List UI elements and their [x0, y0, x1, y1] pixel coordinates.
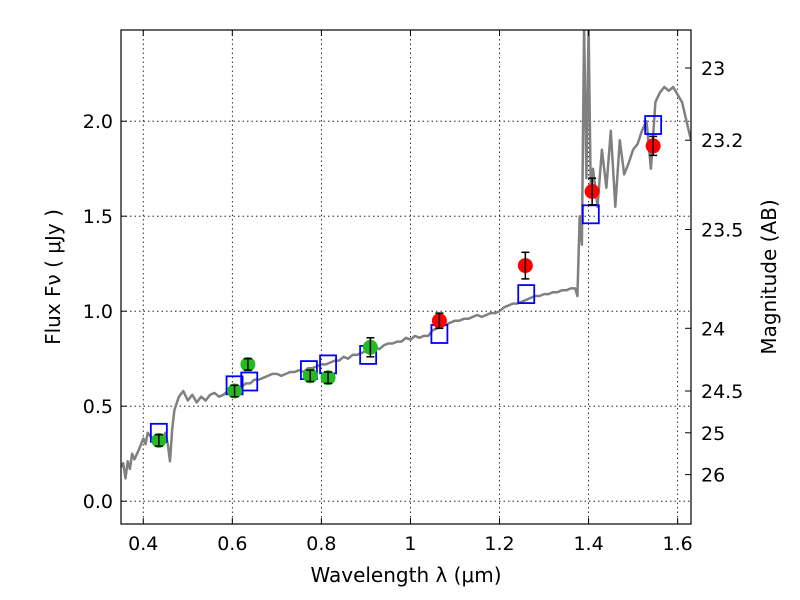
plot-background — [121, 30, 691, 524]
y2-tick-label: 23.2 — [701, 130, 743, 152]
y2-tick-label: 25 — [701, 423, 725, 445]
y-tick-label: 0.0 — [83, 491, 113, 513]
y-tick-label: 1.0 — [83, 301, 113, 323]
y2-tick-label: 24.5 — [701, 381, 743, 403]
y-tick-label: 2.0 — [83, 111, 113, 133]
x-tick-label: 1 — [404, 533, 416, 555]
x-tick-label: 0.4 — [128, 533, 158, 555]
x-axis-label: Wavelength λ (μm) — [310, 563, 501, 587]
y2-tick-label: 26 — [701, 465, 725, 487]
model-photometry-square — [517, 284, 536, 305]
y2-tick-label: 23.5 — [701, 220, 743, 242]
data-layer — [121, 30, 691, 480]
y-tick-label: 1.5 — [83, 206, 113, 228]
plot-frame — [120, 29, 692, 525]
y2-tick-label: 24 — [701, 318, 725, 340]
ticks: 0.4 0.6 0.8 1 1.2 1.4 1.6 0.0 0.5 1.0 1.5 2.0 23 23.2… — [83, 30, 743, 555]
model-photometry-square — [644, 115, 663, 135]
model-photometry-square — [240, 371, 259, 392]
x-tick-label: 0.6 — [217, 533, 247, 555]
x-tick-label: 1.2 — [484, 533, 514, 555]
y-tick-label: 0.5 — [83, 396, 113, 418]
y2-tick-label: 23 — [701, 58, 725, 80]
y2-axis-label: Magnitude (AB) — [757, 199, 781, 354]
x-tick-label: 1.6 — [663, 533, 693, 555]
x-tick-label: 1.4 — [573, 533, 603, 555]
y-axis-label: Flux Fν ( μJy ) — [41, 209, 65, 345]
x-tick-label: 0.8 — [306, 533, 336, 555]
